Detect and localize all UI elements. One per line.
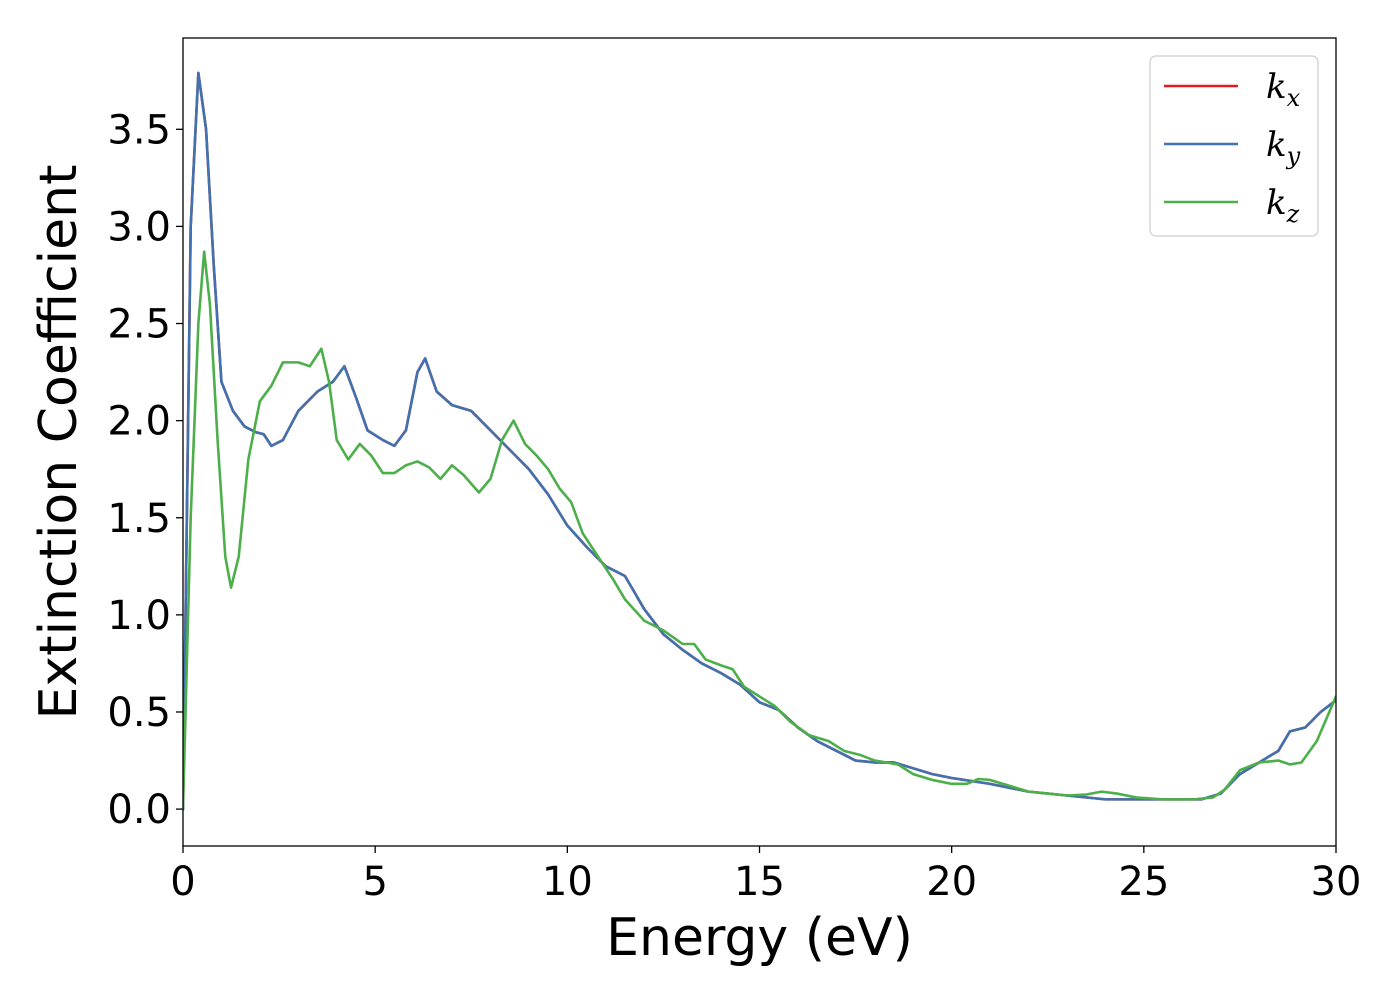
series-line-kz: [183, 250, 1336, 811]
series-layer: [183, 71, 1336, 811]
x-axis-title: Energy (eV): [606, 908, 913, 968]
y-tick-label: 0.5: [107, 690, 171, 736]
y-axis-title: Extinction Coefficient: [29, 165, 89, 720]
y-tick-label: 3.0: [107, 204, 171, 250]
x-tick-label: 0: [170, 859, 195, 905]
x-tick-label: 5: [362, 859, 387, 905]
x-tick-label: 15: [734, 859, 785, 905]
legend-box: [1149, 55, 1319, 237]
y-tick-label: 1.5: [107, 496, 171, 542]
x-tick-label: 25: [1118, 859, 1169, 905]
legend-label-kz: kz: [1266, 183, 1300, 228]
x-tick-label: 10: [542, 859, 593, 905]
y-tick-label: 2.5: [107, 302, 171, 348]
x-axis-ticks: 0 5 10 15 20 25 30: [170, 846, 1361, 905]
x-tick-label: 20: [926, 859, 977, 905]
legend-label-ky: ky: [1266, 125, 1301, 170]
y-tick-label: 2.0: [107, 399, 171, 445]
y-tick-label: 3.5: [107, 107, 171, 153]
y-tick-label: 1.0: [107, 593, 171, 639]
y-tick-label: 0.0: [107, 787, 171, 833]
legend-label-kx: kx: [1266, 67, 1301, 112]
x-tick-label: 30: [1311, 859, 1362, 905]
y-axis-ticks: 0.0 0.5 1.0 1.5 2.0 2.5 3.0 3.5: [107, 107, 183, 833]
legend: kx ky kz: [1149, 55, 1319, 237]
